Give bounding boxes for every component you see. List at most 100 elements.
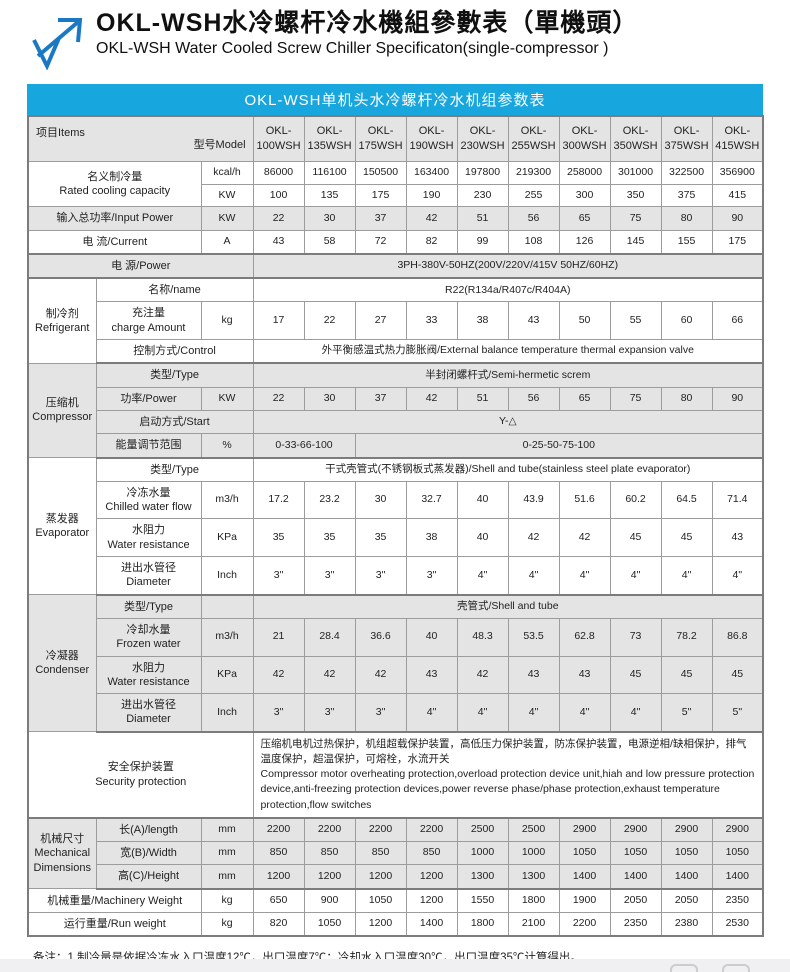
value-cell: 35 bbox=[303, 518, 356, 558]
value-cell: 4" bbox=[558, 556, 611, 596]
value-cell: 1000 bbox=[507, 841, 560, 866]
row-label: 类型/Type bbox=[95, 362, 254, 388]
unit-cell: KPa bbox=[200, 518, 254, 558]
unit-cell: kg bbox=[200, 301, 254, 341]
value-cell: 1400 bbox=[660, 864, 713, 890]
value-cell: 900 bbox=[303, 888, 356, 913]
value-cell: 135 bbox=[303, 183, 356, 208]
value-cell: 2350 bbox=[609, 911, 662, 937]
value-cell: 650 bbox=[252, 888, 305, 913]
row-group-label: 压缩机 Compressor bbox=[27, 362, 97, 459]
value-cell: 65 bbox=[558, 206, 611, 231]
table-row: KW 100 135 175 190 230 255 300 350 375 415 bbox=[28, 183, 764, 208]
unit-cell: KW bbox=[200, 183, 254, 208]
model-column-header: OKL- 230WSH bbox=[456, 115, 509, 162]
value-cell: 53.5 bbox=[507, 617, 560, 657]
value-cell: 22 bbox=[252, 206, 305, 231]
value-cell: 86.8 bbox=[711, 617, 764, 657]
table-row: 进出水管径 Diameter Inch 3" 3" 3" 4" 4" 4" 4" 4" 5" 5" bbox=[28, 693, 764, 733]
value-cell: 99 bbox=[456, 229, 509, 255]
row-group-label: 冷凝器 Condenser bbox=[27, 594, 97, 733]
value-cell: 1400 bbox=[609, 864, 662, 890]
value-cell: 116100 bbox=[303, 161, 356, 185]
value-cell: 45 bbox=[609, 518, 662, 558]
value-cell: 255 bbox=[507, 183, 560, 208]
table-row: 进出水管径 Diameter Inch 3" 3" 3" 3" 4" 4" 4" 4" 4" 4" bbox=[28, 556, 764, 596]
table-row: 机械尺寸 Mechanical Dimensions 长(A)/length mm 2… bbox=[27, 817, 764, 890]
table-row: 冷凝器 Condenser 类型/Type 壳管式/Shell and tube bbox=[27, 594, 764, 733]
value-cell: 42 bbox=[252, 655, 305, 695]
value-cell: 78.2 bbox=[660, 617, 713, 657]
value-cell: 42 bbox=[303, 655, 356, 695]
value-cell: 190 bbox=[405, 183, 458, 208]
table-row: 宽(B)/Width mm 850 850 850 850 1000 1000 1050 1050… bbox=[28, 841, 764, 866]
value-cell: 82 bbox=[405, 229, 458, 255]
value-cell: 2200 bbox=[303, 817, 356, 843]
row-label: 高(C)/Height bbox=[95, 864, 202, 890]
page-title-cn: OKL-WSH水冷螺杆冷水機組參數表（單機頭） bbox=[96, 9, 639, 37]
value-cell: 850 bbox=[354, 841, 407, 866]
value-cell: 1550 bbox=[456, 888, 509, 913]
value-cell: 3" bbox=[405, 556, 458, 596]
value-cell: 48.3 bbox=[456, 617, 509, 657]
value-span-cell: R22(R134a/R407c/R404A) bbox=[252, 277, 764, 303]
value-cell: 4" bbox=[711, 556, 764, 596]
value-cell: 301000 bbox=[609, 161, 662, 185]
model-column-header: OKL- 255WSH bbox=[507, 115, 560, 162]
row-label: 控制方式/Control bbox=[95, 339, 254, 365]
row-label: 类型/Type bbox=[95, 457, 254, 482]
unit-cell: Inch bbox=[200, 693, 254, 733]
row-label: 进出水管径 Diameter bbox=[95, 693, 202, 733]
value-cell: 51.6 bbox=[558, 480, 611, 520]
value-cell: 40 bbox=[456, 480, 509, 520]
table-row: 压缩机 Compressor 类型/Type 半封闭螺杆式/Semi-hermeti… bbox=[27, 362, 764, 459]
table-row: 运行重量/Run weight kg 820 1050 1200 1400 1800 2100… bbox=[27, 911, 764, 937]
row-label: 充注量 charge Amount bbox=[95, 301, 202, 341]
value-cell: 56 bbox=[507, 206, 560, 231]
value-cell: 1400 bbox=[558, 864, 611, 890]
table-row: 冷冻水量 Chilled water flow m3/h 17.2 23.2 30 32.… bbox=[28, 480, 764, 520]
value-cell: 2100 bbox=[507, 911, 560, 937]
model-label: 型号Model bbox=[193, 138, 246, 151]
value-cell: 100 bbox=[252, 183, 305, 208]
row-group-label: 蒸发器 Evaporator bbox=[27, 457, 97, 596]
value-cell: 1050 bbox=[609, 841, 662, 866]
model-column-header: OKL- 175WSH bbox=[354, 115, 407, 162]
value-cell: 4" bbox=[405, 693, 458, 733]
value-cell: 350 bbox=[609, 183, 662, 208]
value-cell: 1050 bbox=[354, 888, 407, 913]
value-cell: 40 bbox=[456, 518, 509, 558]
row-label: 电 源/Power bbox=[27, 253, 254, 280]
value-cell: 375 bbox=[660, 183, 713, 208]
value-cell: 22 bbox=[303, 301, 356, 341]
page-title-en: OKL-WSH Water Cooled Screw Chiller Speci… bbox=[96, 40, 609, 58]
value-span-cell: 半封闭螺杆式/Semi-hermetic screm bbox=[252, 362, 764, 388]
value-cell: 60.2 bbox=[609, 480, 662, 520]
value-cell: 415 bbox=[711, 183, 764, 208]
value-cell: 126 bbox=[558, 229, 611, 255]
value-cell: 43 bbox=[711, 518, 764, 558]
value-cell: 2530 bbox=[711, 911, 764, 937]
value-cell: 86000 bbox=[252, 161, 305, 185]
value-cell: 356900 bbox=[711, 161, 764, 185]
value-cell: 72 bbox=[354, 229, 407, 255]
value-cell: 38 bbox=[405, 518, 458, 558]
value-cell: 175 bbox=[711, 229, 764, 255]
value-cell: 42 bbox=[558, 518, 611, 558]
model-column-header: OKL- 300WSH bbox=[558, 115, 611, 162]
value-cell: 80 bbox=[660, 386, 713, 411]
value-cell: 42 bbox=[405, 386, 458, 411]
table-row: 蒸发器 Evaporator 类型/Type 干式壳管式(不锈钢板式蒸发器)/She… bbox=[27, 457, 764, 596]
value-cell: 64.5 bbox=[660, 480, 713, 520]
table-row: 水阻力 Water resistance KPa 42 42 42 43 42 43 43 45 4… bbox=[28, 655, 764, 695]
value-cell: 22 bbox=[252, 386, 305, 411]
value-cell: 4" bbox=[609, 556, 662, 596]
row-label: 能量调节范围 bbox=[95, 433, 202, 459]
value-cell: 43 bbox=[507, 301, 560, 341]
brand-arrow-icon bbox=[28, 12, 90, 71]
unit-cell: KPa bbox=[200, 655, 254, 695]
table-row: 制冷剂 Refrigerant 名称/name R22(R134a/R407c/R4… bbox=[27, 277, 764, 364]
value-cell: 43.9 bbox=[507, 480, 560, 520]
value-cell: 45 bbox=[660, 518, 713, 558]
cutoff-graphic-fragment bbox=[722, 964, 750, 972]
